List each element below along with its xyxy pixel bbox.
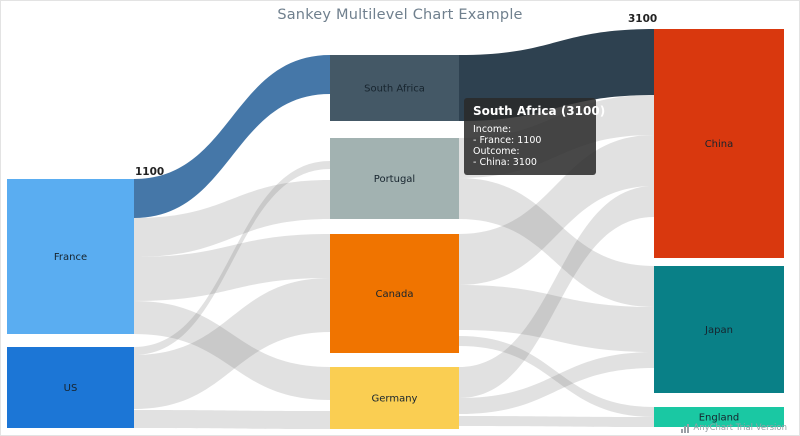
node-label-south-africa: South Africa: [364, 84, 425, 95]
node-label-portugal: Portugal: [374, 174, 415, 185]
node-england[interactable]: [654, 407, 784, 427]
node-japan[interactable]: [654, 266, 784, 393]
node-label-germany: Germany: [372, 394, 418, 405]
tooltip: South Africa (3100) Income: - France: 11…: [464, 98, 606, 175]
flow-germany-england[interactable]: [459, 416, 654, 427]
node-label-england: England: [699, 413, 740, 424]
flow-france-canada[interactable]: [134, 234, 330, 301]
node-portugal[interactable]: [330, 138, 459, 219]
anychart-trial-watermark[interactable]: AnyChart Trial Version: [681, 423, 787, 433]
tooltip-line-income-header: Income:: [473, 124, 512, 135]
node-label-france: France: [54, 252, 87, 263]
flow-canada-england[interactable]: [459, 336, 654, 417]
node-china[interactable]: [654, 29, 784, 258]
flow-canada-japan[interactable]: [459, 285, 654, 352]
flow-value-label-1100: 1100: [135, 166, 164, 178]
flow-france-portugal[interactable]: [134, 180, 330, 257]
tooltip-title: South Africa (3100): [473, 104, 606, 118]
tooltip-line-outcome-header: Outcome:: [473, 146, 520, 157]
anychart-logo-icon: [681, 423, 690, 433]
flow-value-label-3100: 3100: [628, 13, 657, 25]
node-label-us: US: [64, 383, 78, 394]
flow-us-portugal[interactable]: [134, 161, 330, 355]
node-germany[interactable]: [330, 367, 459, 429]
node-canada[interactable]: [330, 234, 459, 353]
flow-france-germany[interactable]: [134, 301, 330, 400]
chart-title: Sankey Multilevel Chart Example: [277, 7, 523, 23]
flow-us-canada[interactable]: [134, 278, 330, 409]
flow-germany-china[interactable]: [459, 186, 654, 398]
watermark-label: AnyChart Trial Version: [693, 423, 787, 433]
flow-portugal-japan[interactable]: [459, 178, 654, 307]
node-label-china: China: [705, 139, 734, 150]
flow-france-south-africa[interactable]: [134, 55, 330, 218]
tooltip-line-income-france: - France: 1100: [473, 135, 542, 146]
node-us[interactable]: [7, 347, 134, 428]
node-label-canada: Canada: [375, 289, 413, 300]
node-france[interactable]: [7, 179, 134, 334]
node-south-africa[interactable]: [330, 55, 459, 121]
flow-us-germany[interactable]: [134, 410, 330, 429]
flow-canada-china[interactable]: [459, 135, 654, 285]
tooltip-line-outcome-china: - China: 3100: [473, 157, 537, 168]
flow-germany-japan[interactable]: [459, 352, 654, 414]
node-label-japan: Japan: [704, 325, 733, 336]
